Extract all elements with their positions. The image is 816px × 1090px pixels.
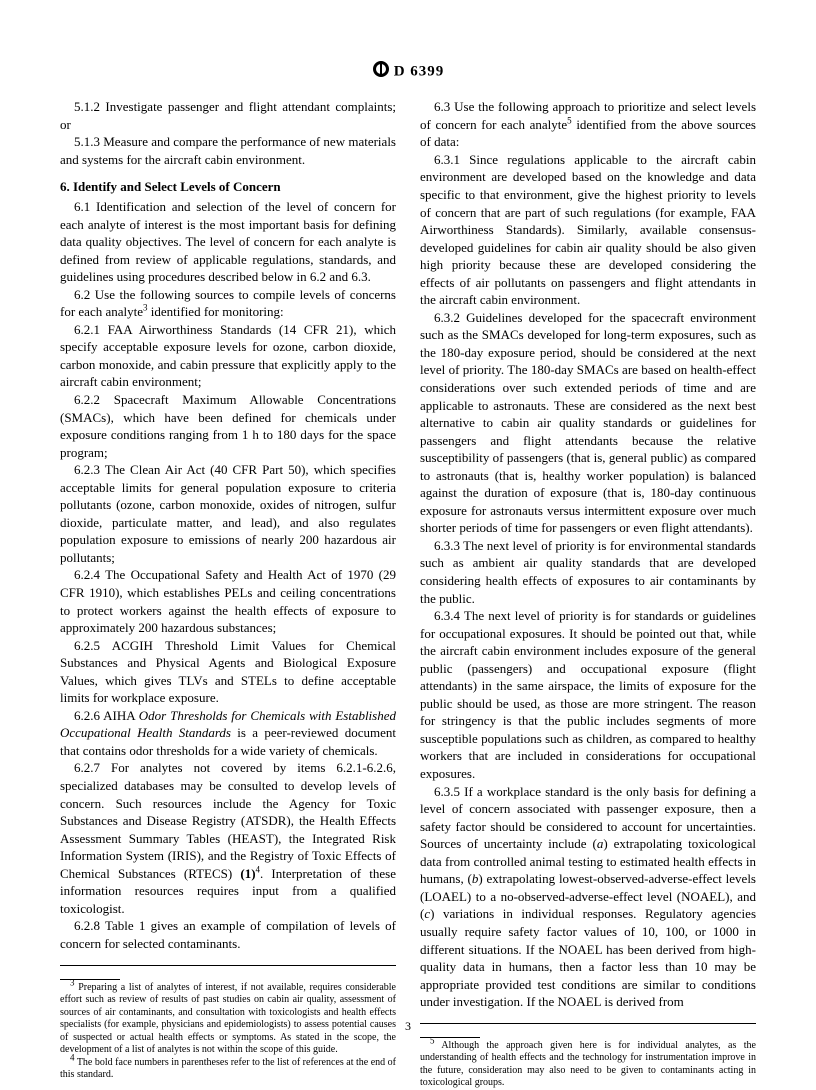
para-6-3-4: 6.3.4 The next level of priority is for … <box>420 607 756 782</box>
footnote-rule-icon <box>60 979 120 980</box>
para-6-2-6-a: 6.2.6 AIHA <box>74 708 139 723</box>
document-designation: D 6399 <box>394 64 445 80</box>
para-6-2-4: 6.2.4 The Occupational Safety and Health… <box>60 566 396 636</box>
footnote-5-text: Although the approach given here is for … <box>420 1040 756 1089</box>
para-6-2: 6.2 Use the following sources to compile… <box>60 286 396 321</box>
para-6-3-5-d: ) variations in individual responses. Re… <box>420 906 756 1009</box>
para-6-3: 6.3 Use the following approach to priori… <box>420 98 756 151</box>
para-6-3-3: 6.3.3 The next level of priority is for … <box>420 537 756 607</box>
astm-logo-icon <box>372 60 390 84</box>
para-6-2-2: 6.2.2 Spacecraft Maximum Allowable Conce… <box>60 391 396 461</box>
footnote-5: 5 Although the approach given here is fo… <box>420 1040 756 1090</box>
para-5-1-3: 5.1.3 Measure and compare the performanc… <box>60 133 396 168</box>
para-6-2-6: 6.2.6 AIHA Odor Thresholds for Chemicals… <box>60 707 396 760</box>
para-6-3-1: 6.3.1 Since regulations applicable to th… <box>420 151 756 309</box>
footnote-rule-icon <box>420 1037 480 1038</box>
para-6-2-text-b: identified for monitoring: <box>148 304 284 319</box>
page-number: 3 <box>0 1018 816 1034</box>
para-6-2-3: 6.2.3 The Clean Air Act (40 CFR Part 50)… <box>60 461 396 566</box>
para-5-1-2: 5.1.2 Investigate passenger and flight a… <box>60 98 396 133</box>
body-columns: 5.1.2 Investigate passenger and flight a… <box>60 98 756 1089</box>
para-6-2-8: 6.2.8 Table 1 gives an example of compil… <box>60 917 396 952</box>
footnote-4-text: The bold face numbers in parentheses ref… <box>60 1057 396 1081</box>
para-6-2-7-a: 6.2.7 For analytes not covered by items … <box>60 760 396 880</box>
para-6-2-7: 6.2.7 For analytes not covered by items … <box>60 759 396 917</box>
reference-1-bold: (1) <box>240 866 255 881</box>
para-6-2-5: 6.2.5 ACGIH Threshold Limit Values for C… <box>60 637 396 707</box>
document-header: D 6399 <box>60 60 756 84</box>
section-6-title: 6. Identify and Select Levels of Concern <box>60 178 396 196</box>
para-6-3-2: 6.3.2 Guidelines developed for the space… <box>420 309 756 537</box>
para-6-2-1: 6.2.1 FAA Airworthiness Standards (14 CF… <box>60 321 396 391</box>
para-6-1: 6.1 Identification and selection of the … <box>60 198 396 286</box>
para-6-3-5: 6.3.5 If a workplace standard is the onl… <box>420 783 756 1011</box>
footnote-4: 4 The bold face numbers in parentheses r… <box>60 1057 396 1082</box>
